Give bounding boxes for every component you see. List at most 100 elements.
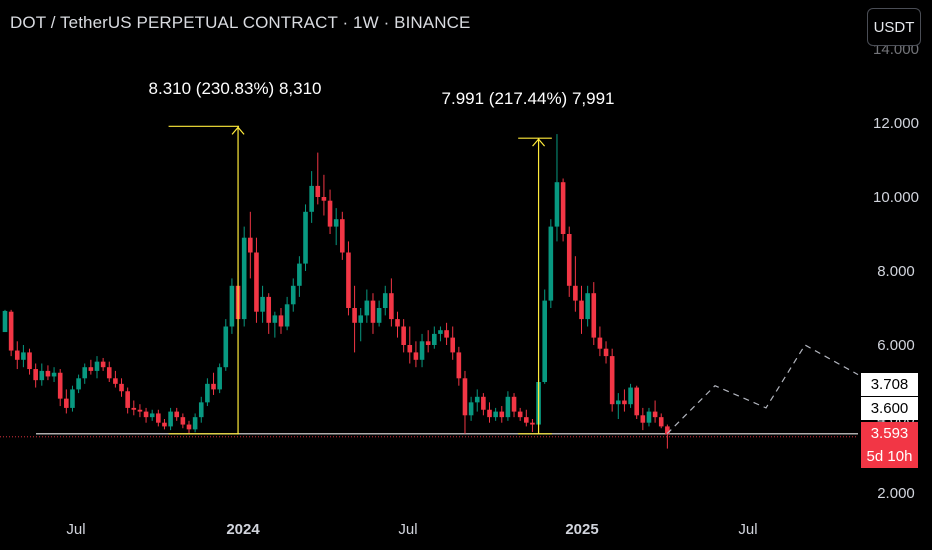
candle-body xyxy=(57,372,63,399)
candle-body xyxy=(585,293,590,320)
y-axis-label: 2.000 xyxy=(877,485,915,502)
x-axis-label: Jul xyxy=(738,521,757,538)
candle-body xyxy=(137,409,143,412)
candle-body xyxy=(665,426,670,435)
candle-body xyxy=(456,352,462,379)
candle-body xyxy=(395,319,400,327)
candle-body xyxy=(517,411,523,418)
candle-body xyxy=(260,296,265,312)
candle-body xyxy=(106,367,112,379)
candle-body xyxy=(70,389,75,408)
candle-body xyxy=(505,396,511,418)
candle-body xyxy=(468,402,474,416)
price-tag-3600: 3.600 xyxy=(861,397,918,420)
candle-body xyxy=(432,333,437,345)
candle-body xyxy=(297,263,302,286)
candle-body xyxy=(76,378,81,390)
candle-body xyxy=(622,400,627,405)
candle-body xyxy=(33,369,38,381)
candle-body xyxy=(616,400,621,405)
x-axis-label: 2024 xyxy=(226,521,260,538)
candle-body xyxy=(303,211,308,264)
candle-body xyxy=(211,383,216,390)
candle-body xyxy=(652,411,658,418)
candle-body xyxy=(113,378,118,384)
currency-button[interactable]: USDT xyxy=(867,8,921,46)
candle-body xyxy=(45,370,51,377)
candle-body xyxy=(217,367,222,390)
candle-body xyxy=(358,315,364,323)
candle-body xyxy=(450,337,456,353)
candle-body xyxy=(640,415,646,423)
candle-body xyxy=(223,326,229,368)
candle-body xyxy=(407,345,413,353)
candle-body xyxy=(156,413,161,423)
candle-body xyxy=(566,234,572,286)
candle-body xyxy=(499,411,505,418)
candle-body xyxy=(266,296,272,323)
candle-body xyxy=(64,398,69,408)
candle-body xyxy=(125,391,130,408)
measure-arrow-head xyxy=(532,138,546,147)
candle-body xyxy=(573,285,578,301)
candle-body xyxy=(51,372,57,377)
countdown-tag: 5d 10h xyxy=(861,444,918,468)
candle-body xyxy=(530,422,535,425)
candle-body xyxy=(278,315,284,327)
candle-body xyxy=(658,417,664,427)
candle-body xyxy=(174,411,180,418)
candle-body xyxy=(370,300,376,323)
candle-body xyxy=(254,252,259,312)
candle-body xyxy=(241,237,247,320)
y-axis-label: 12.000 xyxy=(873,115,919,132)
candle-body xyxy=(438,330,443,334)
candle-body xyxy=(376,308,382,323)
candle-body xyxy=(248,237,253,253)
x-axis-label: 2025 xyxy=(565,521,598,538)
x-axis-label: Jul xyxy=(398,521,417,538)
candle-body xyxy=(284,304,290,327)
chart-title: DOT / TetherUS PERPETUAL CONTRACT · 1W ·… xyxy=(10,13,471,32)
candle-body xyxy=(168,411,173,427)
candle-body xyxy=(149,413,155,418)
candle-body xyxy=(542,300,548,382)
candle-body xyxy=(205,383,210,403)
candle-body xyxy=(315,185,321,197)
candle-body xyxy=(597,337,603,349)
candle-body xyxy=(321,197,327,201)
candle-body xyxy=(401,326,406,345)
candle-body xyxy=(560,182,566,234)
candle-body xyxy=(119,383,124,392)
candle-body xyxy=(272,315,278,323)
current-price-tag: 3.593 xyxy=(861,422,918,444)
y-axis-label: 10.000 xyxy=(873,189,919,206)
measure-label-1: 8.310 (230.83%) 8,310 xyxy=(149,79,322,98)
candle-body xyxy=(524,417,529,423)
candle-body xyxy=(628,387,633,405)
candle-body xyxy=(346,252,351,308)
measure-label-2: 7.991 (217.44%) 7,991 xyxy=(442,89,615,108)
y-axis-label: 8.000 xyxy=(877,263,915,280)
candle-body xyxy=(143,411,149,418)
candle-body xyxy=(333,219,339,227)
candle-body xyxy=(309,185,314,212)
candle-body xyxy=(493,411,498,418)
candle-body xyxy=(229,285,235,327)
candle-body xyxy=(603,348,609,357)
candle-body xyxy=(94,361,100,371)
projection-path xyxy=(666,344,859,435)
candle-body xyxy=(481,396,486,410)
candle-body xyxy=(646,411,652,423)
price-tag-3708: 3.708 xyxy=(861,373,918,396)
candle-body xyxy=(192,417,198,430)
candle-body xyxy=(548,226,554,301)
candle-body xyxy=(352,308,357,323)
candle-body xyxy=(425,341,431,345)
candle-body xyxy=(14,350,20,360)
candle-body xyxy=(487,409,492,418)
candle-body xyxy=(462,378,468,416)
candle-body xyxy=(511,396,517,412)
candle-body xyxy=(39,370,45,381)
candle-body xyxy=(419,341,425,360)
